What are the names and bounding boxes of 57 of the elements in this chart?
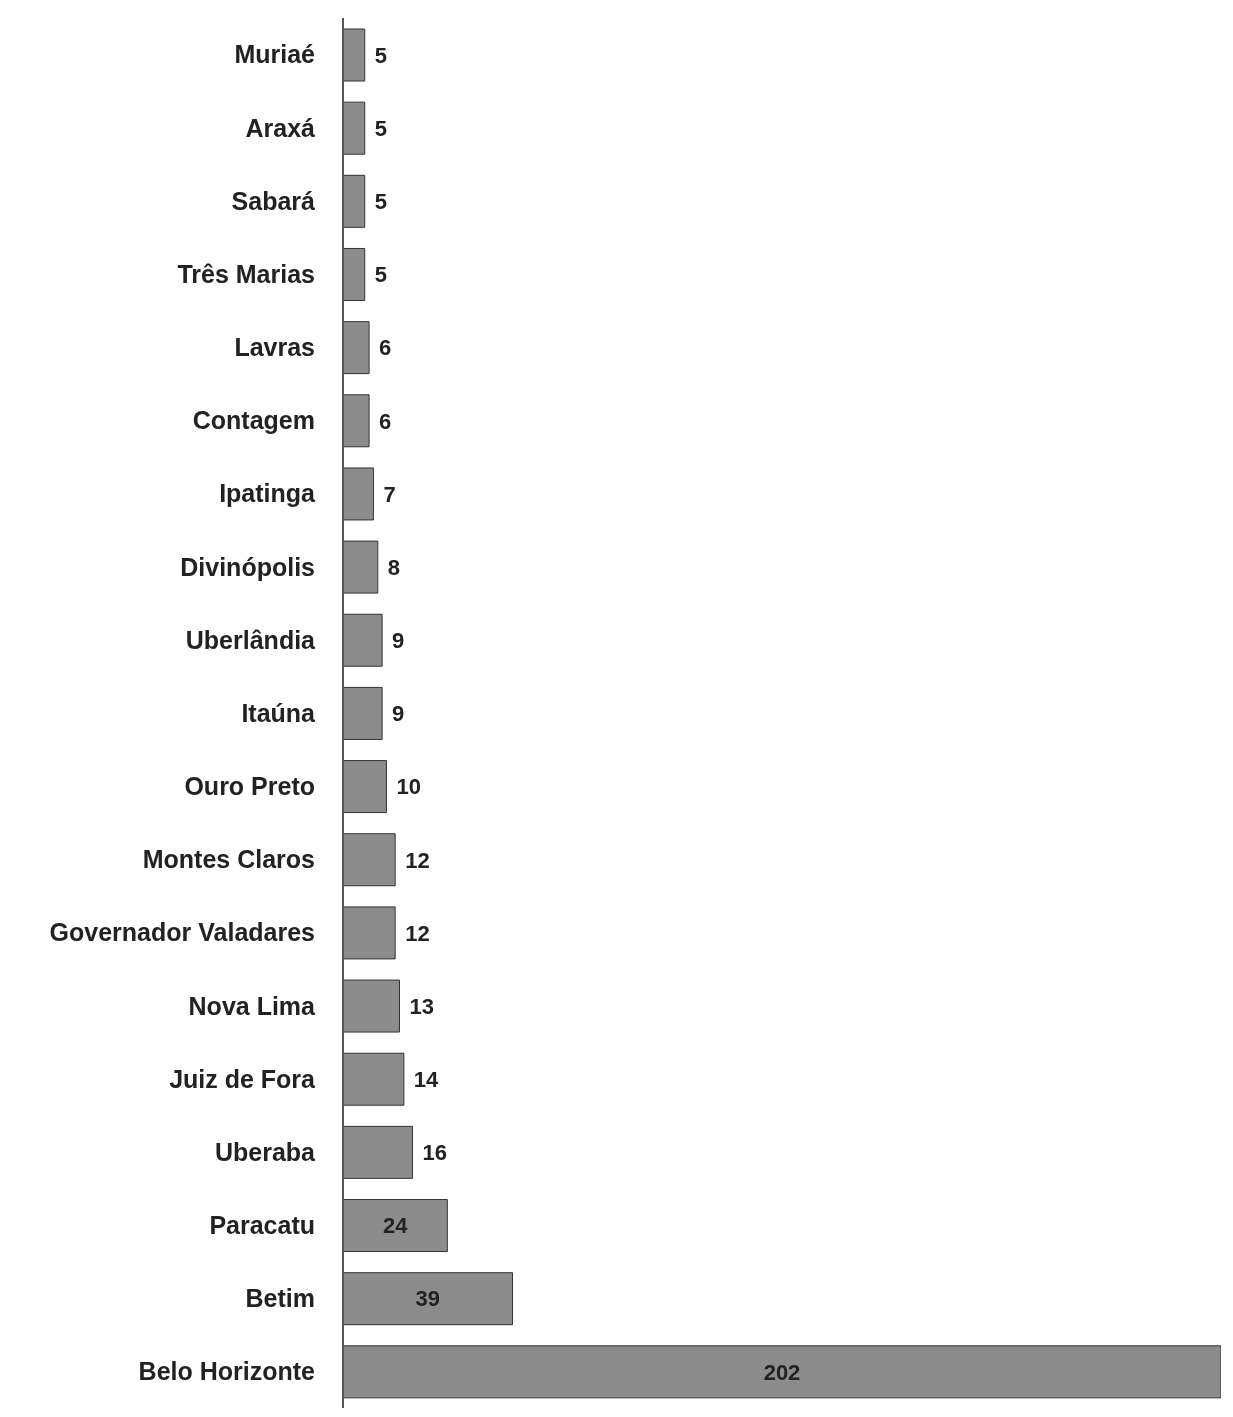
y-tick-label: Lavras (234, 333, 315, 362)
bar (343, 467, 374, 521)
bar (343, 760, 387, 814)
y-tick-label: Ipatinga (219, 479, 317, 508)
data-label: 9 (392, 628, 405, 654)
y-tick-label: Ouro Preto (184, 772, 315, 801)
data-label: 8 (387, 554, 401, 580)
bar (343, 686, 383, 740)
data-label: 12 (405, 920, 430, 946)
y-tick-label: Muriaé (234, 40, 316, 69)
data-label: 13 (409, 993, 434, 1019)
bar (343, 833, 396, 887)
y-tick-label: Araxá (245, 113, 316, 142)
bar (343, 247, 366, 301)
bar (343, 1272, 514, 1326)
data-label: 6 (379, 408, 392, 434)
y-tick-label: Divinópolis (180, 552, 315, 581)
data-label: 6 (379, 335, 392, 361)
y-tick-label: Belo Horizonte (138, 1357, 316, 1386)
y-tick-label: Paracatu (209, 1210, 315, 1239)
data-label: 39 (415, 1286, 440, 1312)
y-tick-label: Sabará (231, 186, 316, 215)
y-tick-label: Contagem (192, 406, 315, 435)
data-label: 7 (383, 481, 396, 507)
y-tick-label: Itaúna (241, 698, 317, 727)
y-tick-label: Governador Valadares (49, 918, 315, 947)
data-label: 14 (413, 1067, 440, 1093)
data-label: 5 (374, 42, 387, 68)
bar (343, 1199, 448, 1253)
data-label: 10 (396, 774, 421, 800)
data-label: 24 (382, 1213, 409, 1239)
y-tick-label: Juiz de Fora (169, 1064, 317, 1093)
data-label: 5 (374, 262, 387, 288)
data-label: 5 (374, 115, 387, 141)
bar (343, 1125, 414, 1179)
bar (343, 979, 401, 1033)
bar (343, 321, 370, 375)
y-tick-label: Uberlândia (185, 625, 317, 654)
bar (343, 174, 366, 228)
data-label: 12 (405, 847, 430, 873)
y-tick-label: Betim (245, 1284, 315, 1313)
bar (343, 28, 366, 82)
data-label: 202 (763, 1359, 801, 1385)
y-tick-label: Uberaba (214, 1137, 317, 1166)
bar (343, 906, 396, 960)
bar (343, 540, 379, 594)
data-label: 16 (422, 1140, 448, 1166)
bar (343, 613, 383, 667)
bar (343, 101, 366, 155)
y-tick-label: Três Marias (177, 259, 315, 288)
y-tick-label: Nova Lima (188, 991, 317, 1020)
bar (343, 1052, 405, 1106)
bar (343, 394, 370, 448)
y-tick-label: Montes Claros (142, 845, 315, 874)
bar (343, 1345, 1221, 1399)
data-label: 9 (392, 701, 405, 727)
data-label: 5 (374, 189, 387, 215)
